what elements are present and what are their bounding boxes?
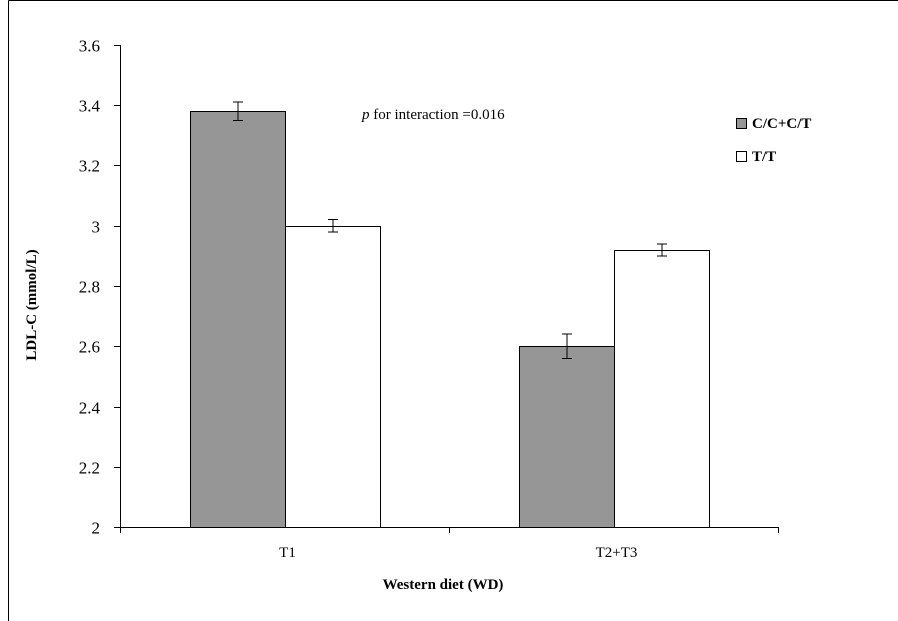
bar-tt-t1	[285, 226, 381, 528]
y-axis-title: LDL-C (mmol/L)	[24, 249, 40, 360]
y-tick-label: 2.8	[79, 278, 100, 297]
bar-cc-ct-t1	[190, 111, 286, 528]
interaction-annotation: p for interaction =0.016	[361, 107, 505, 123]
x-axis-categories: T1 T2+T3	[279, 545, 637, 561]
legend: C/C+C/T T/T	[736, 116, 811, 165]
legend-swatch	[736, 118, 747, 129]
y-tick-label: 3.6	[79, 37, 100, 56]
bar-cc-ct-t2-t3	[519, 346, 615, 528]
x-category-label: T2+T3	[596, 545, 638, 561]
y-tick-label: 2.4	[79, 399, 101, 418]
error-bar	[328, 219, 338, 233]
x-axis-title: Western diet (WD)	[383, 577, 504, 593]
y-axis-ticks: 2 2.2 2.4 2.6 2.8 3 3.2 3.4 3.6	[79, 37, 779, 538]
y-tick-label: 3.2	[79, 157, 100, 176]
y-tick-label: 2.6	[79, 338, 100, 357]
x-category-label: T1	[279, 545, 296, 561]
legend-label: T/T	[752, 149, 776, 165]
error-bar	[562, 333, 572, 359]
y-tick-label: 3	[92, 218, 101, 237]
error-bar	[233, 101, 243, 121]
annotation-text: for interaction =0.016	[370, 107, 506, 123]
legend-swatch	[736, 151, 747, 162]
y-tick-label: 2	[92, 519, 101, 538]
y-tick-label: 2.2	[79, 459, 100, 478]
y-tick-label: 3.4	[79, 97, 101, 116]
bar-tt-t2-t3	[614, 250, 710, 528]
legend-label: C/C+C/T	[752, 116, 811, 132]
error-bars	[233, 101, 667, 359]
annotation-p: p	[361, 107, 370, 123]
error-bar	[657, 243, 667, 257]
bars	[190, 111, 710, 528]
